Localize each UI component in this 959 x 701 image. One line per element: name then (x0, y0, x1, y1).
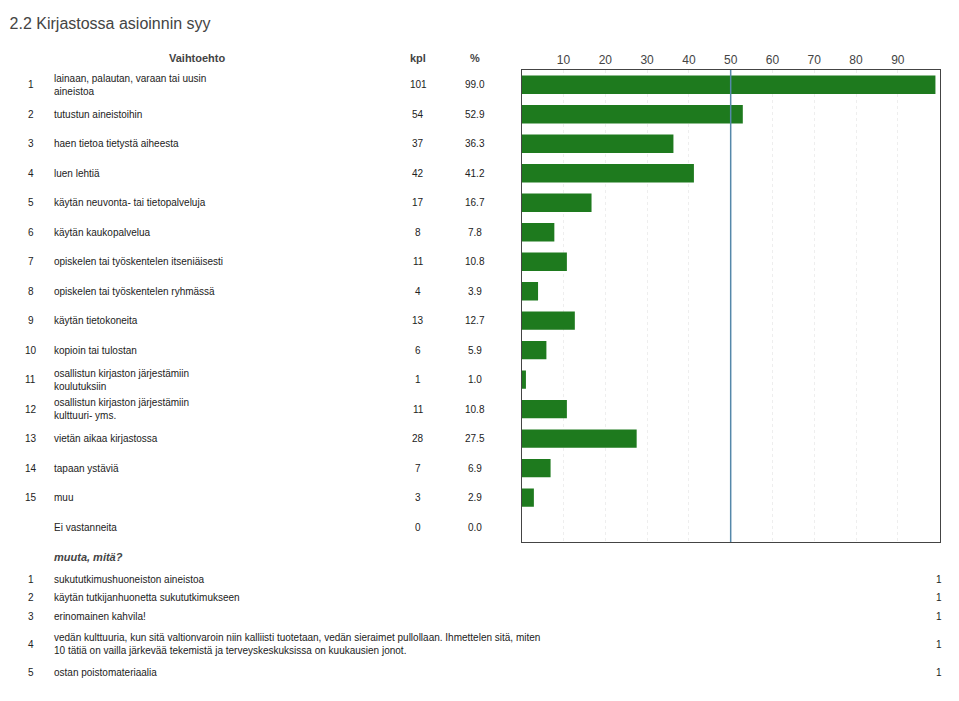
svg-text:luen lehtiä: luen lehtiä (54, 168, 100, 179)
svg-text:5.9: 5.9 (468, 345, 482, 356)
svg-text:37: 37 (412, 138, 424, 149)
svg-text:15: 15 (25, 492, 37, 503)
svg-text:3: 3 (415, 492, 421, 503)
svg-text:41.2: 41.2 (465, 168, 485, 179)
svg-text:tutustun aineistoihin: tutustun aineistoihin (54, 109, 142, 120)
svg-text:70: 70 (808, 53, 822, 67)
svg-text:käytän kaukopalvelua: käytän kaukopalvelua (54, 227, 151, 238)
svg-text:16.7: 16.7 (465, 197, 485, 208)
svg-text:10.8: 10.8 (465, 404, 485, 415)
svg-text:5: 5 (28, 197, 34, 208)
svg-text:27.5: 27.5 (465, 433, 485, 444)
svg-text:vedän kulttuuria, kun sitä val: vedän kulttuuria, kun sitä valtionvaroin… (54, 632, 540, 656)
svg-text:36.3: 36.3 (465, 138, 485, 149)
svg-text:osallistun kirjaston järjestäm: osallistun kirjaston järjestämiinkulttuu… (54, 397, 189, 421)
svg-text:10: 10 (557, 53, 571, 67)
svg-text:20: 20 (599, 53, 613, 67)
svg-text:1: 1 (28, 79, 34, 90)
svg-text:0.0: 0.0 (468, 522, 482, 533)
svg-text:käytän tutkijanhuonetta sukutu: käytän tutkijanhuonetta sukututkimukseen (54, 592, 240, 603)
svg-text:60: 60 (766, 53, 780, 67)
svg-text:8: 8 (28, 286, 34, 297)
svg-text:11: 11 (413, 404, 424, 415)
svg-text:101: 101 (410, 79, 427, 90)
svg-text:1: 1 (936, 639, 942, 650)
svg-text:5: 5 (28, 667, 34, 678)
svg-text:50: 50 (724, 53, 738, 67)
svg-text:käytän neuvonta- tai tietopalv: käytän neuvonta- tai tietopalveluja (54, 197, 206, 208)
svg-text:sukututkimushuoneiston aineist: sukututkimushuoneiston aineistoa (54, 574, 205, 585)
svg-text:opiskelen tai työskentelen its: opiskelen tai työskentelen itseniäisesti (54, 256, 223, 267)
svg-text:4: 4 (28, 639, 34, 650)
svg-text:6.9: 6.9 (468, 463, 482, 474)
svg-text:1: 1 (936, 574, 942, 585)
svg-text:11: 11 (413, 256, 424, 267)
svg-text:lainaan, palautan, varaan tai: lainaan, palautan, varaan tai uusinainei… (54, 73, 206, 97)
svg-text:13: 13 (25, 433, 37, 444)
svg-text:2: 2 (28, 592, 34, 603)
svg-text:90: 90 (891, 53, 905, 67)
svg-text:80: 80 (849, 53, 863, 67)
svg-text:Vaihtoehto: Vaihtoehto (169, 52, 226, 64)
svg-text:8: 8 (415, 227, 421, 238)
svg-text:54: 54 (412, 109, 424, 120)
svg-text:1: 1 (936, 667, 942, 678)
svg-text:52.9: 52.9 (465, 109, 485, 120)
svg-text:kopioin tai tulostan: kopioin tai tulostan (54, 345, 137, 356)
svg-text:4: 4 (28, 168, 34, 179)
svg-text:1: 1 (415, 374, 421, 385)
svg-text:erinomainen kahvila!: erinomainen kahvila! (54, 611, 146, 622)
svg-text:0: 0 (415, 522, 421, 533)
svg-text:42: 42 (412, 168, 424, 179)
svg-text:2: 2 (28, 109, 34, 120)
svg-text:30: 30 (640, 53, 654, 67)
svg-text:7.8: 7.8 (468, 227, 482, 238)
svg-text:4: 4 (415, 286, 421, 297)
svg-text:ostan poistomateriaalia: ostan poistomateriaalia (54, 667, 157, 678)
svg-text:3.9: 3.9 (468, 286, 482, 297)
svg-text:3: 3 (28, 138, 34, 149)
svg-text:osallistun kirjaston järjestäm: osallistun kirjaston järjestämiinkoulutu… (54, 368, 189, 392)
svg-text:6: 6 (28, 227, 34, 238)
svg-text:muuta, mitä?: muuta, mitä? (54, 551, 123, 563)
svg-text:10.8: 10.8 (465, 256, 485, 267)
svg-text:40: 40 (682, 53, 696, 67)
svg-text:1: 1 (936, 611, 942, 622)
svg-text:%: % (470, 52, 480, 64)
svg-text:99.0: 99.0 (465, 79, 485, 90)
svg-text:9: 9 (28, 315, 34, 326)
svg-text:14: 14 (25, 463, 37, 474)
svg-text:vietän aikaa kirjastossa: vietän aikaa kirjastossa (54, 433, 158, 444)
svg-text:13: 13 (412, 315, 424, 326)
svg-text:1: 1 (28, 574, 34, 585)
svg-text:3: 3 (28, 611, 34, 622)
svg-text:opiskelen tai työskentelen ryh: opiskelen tai työskentelen ryhmässä (54, 286, 215, 297)
svg-text:1: 1 (936, 592, 942, 603)
svg-text:2.2 Kirjastossa asioinnin syy: 2.2 Kirjastossa asioinnin syy (10, 15, 211, 32)
svg-text:tapaan ystäviä: tapaan ystäviä (54, 463, 119, 474)
svg-text:12.7: 12.7 (465, 315, 485, 326)
svg-text:7: 7 (415, 463, 421, 474)
svg-text:Ei vastanneita: Ei vastanneita (54, 522, 117, 533)
svg-text:17: 17 (412, 197, 424, 208)
svg-text:12: 12 (25, 404, 37, 415)
svg-text:10: 10 (25, 345, 37, 356)
svg-text:7: 7 (28, 256, 34, 267)
svg-text:2.9: 2.9 (468, 492, 482, 503)
svg-text:haen tietoa tietystä aiheesta: haen tietoa tietystä aiheesta (54, 138, 179, 149)
svg-text:11: 11 (25, 374, 36, 385)
svg-text:kpl: kpl (410, 52, 426, 64)
svg-text:muu: muu (54, 492, 73, 503)
svg-text:1.0: 1.0 (468, 374, 482, 385)
svg-text:käytän tietokoneita: käytän tietokoneita (54, 315, 138, 326)
svg-text:28: 28 (412, 433, 424, 444)
svg-text:6: 6 (415, 345, 421, 356)
